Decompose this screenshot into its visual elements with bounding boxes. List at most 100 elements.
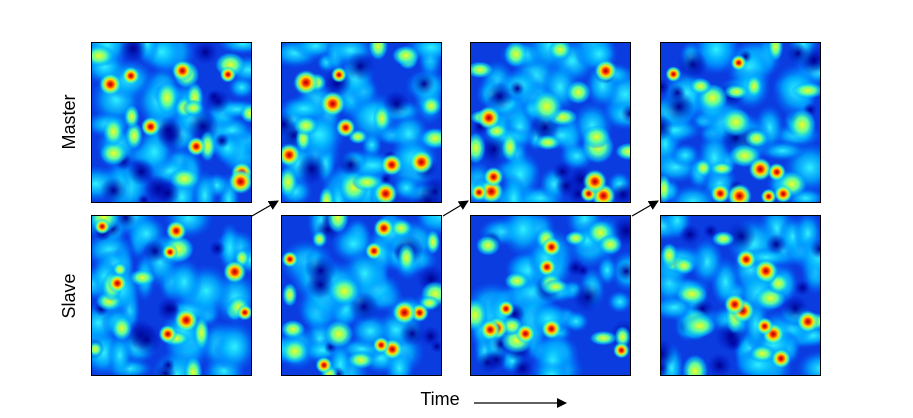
field-spot <box>541 318 562 340</box>
field-ridge <box>589 330 618 346</box>
field-ridge <box>391 45 420 66</box>
field-spot <box>479 319 501 341</box>
field-ridge <box>749 344 776 363</box>
field-ridge <box>548 42 572 61</box>
panel-border <box>470 42 631 203</box>
field-blob <box>607 290 631 314</box>
field-hole <box>161 358 175 372</box>
field-spot <box>281 143 301 167</box>
field-hole <box>660 78 670 96</box>
field-spot <box>107 273 128 294</box>
field-spot <box>335 117 356 138</box>
field-ridge <box>183 355 203 376</box>
field-spot <box>165 220 187 242</box>
field-spot <box>392 300 417 325</box>
field-spot <box>665 66 682 83</box>
field-spot <box>236 304 252 321</box>
field-spot <box>796 310 820 333</box>
field-hole <box>411 186 442 203</box>
field-ridge <box>91 341 104 358</box>
field-ridge <box>318 186 335 203</box>
field-spot <box>158 324 178 344</box>
field-ridge <box>681 354 709 376</box>
field-ridge <box>660 173 672 203</box>
panel-border <box>91 42 252 203</box>
pattern-panel <box>470 42 631 203</box>
field-spot <box>171 60 194 82</box>
field-hole <box>142 239 167 264</box>
time-label: Time <box>420 389 459 409</box>
panel-border <box>660 42 821 203</box>
field-spot <box>515 323 536 344</box>
field-spot <box>477 105 501 130</box>
field-ridge <box>372 104 391 133</box>
field-ridge <box>530 90 563 124</box>
field-spot <box>735 249 757 270</box>
field-spot <box>483 166 504 188</box>
field-ridge <box>709 161 735 176</box>
field-spot <box>223 260 247 284</box>
field-blob <box>391 175 421 201</box>
field-spot <box>754 259 778 283</box>
field-spot <box>730 54 747 71</box>
field-hole <box>798 45 821 76</box>
field-hole <box>616 261 631 282</box>
field-ridge <box>281 166 298 198</box>
field-ridge <box>475 235 501 256</box>
field-hole <box>338 153 363 177</box>
field-blob <box>501 173 527 203</box>
field-hole <box>154 116 183 144</box>
field-spot <box>723 293 746 316</box>
panel-border <box>91 215 252 376</box>
field-blob <box>106 331 133 376</box>
pattern-panel <box>91 42 252 203</box>
field-spot <box>755 317 774 336</box>
field-hole <box>809 238 821 260</box>
field-blob <box>669 143 701 168</box>
field-blob <box>217 42 252 55</box>
field-hole <box>726 221 757 252</box>
pattern-panel <box>281 215 442 376</box>
field-ridge <box>368 42 389 61</box>
field-ridge <box>503 42 528 68</box>
field-ridge <box>99 141 128 166</box>
field-ridge <box>421 128 442 149</box>
field-ridge <box>293 115 319 136</box>
field-ridge <box>745 74 763 98</box>
field-ridge <box>328 276 361 307</box>
field-ridge <box>91 44 115 68</box>
field-ridge <box>470 61 494 79</box>
field-ridge <box>614 326 631 348</box>
field-hole <box>296 153 328 185</box>
field-ridge <box>425 229 441 255</box>
field-spot <box>594 59 618 83</box>
field-spot <box>373 217 395 239</box>
field-hole <box>118 42 148 64</box>
field-hole <box>677 49 709 80</box>
field-spot <box>773 184 793 203</box>
field-hole <box>420 326 441 347</box>
field-spot <box>748 157 773 181</box>
field-ridge <box>199 130 216 162</box>
field-hole <box>156 297 181 321</box>
field-hole <box>382 90 411 118</box>
panels <box>91 42 821 376</box>
field-hole <box>660 338 676 370</box>
field-hole <box>663 91 695 123</box>
step-arrow <box>631 200 659 217</box>
field-spot <box>121 66 141 86</box>
step-arrow <box>442 200 469 217</box>
field-ridge <box>504 271 530 290</box>
field-ridge <box>542 279 569 295</box>
field-hole <box>214 133 230 149</box>
field-spot <box>372 336 390 354</box>
field-ridge <box>744 129 769 148</box>
field-ridge <box>240 103 252 124</box>
field-blob <box>533 360 569 376</box>
field-ridge <box>397 243 416 273</box>
field-blob <box>212 319 252 374</box>
field-spot <box>281 251 299 268</box>
field-ridge <box>351 173 383 192</box>
field-ridge <box>346 351 375 370</box>
step-arrow <box>251 200 279 217</box>
